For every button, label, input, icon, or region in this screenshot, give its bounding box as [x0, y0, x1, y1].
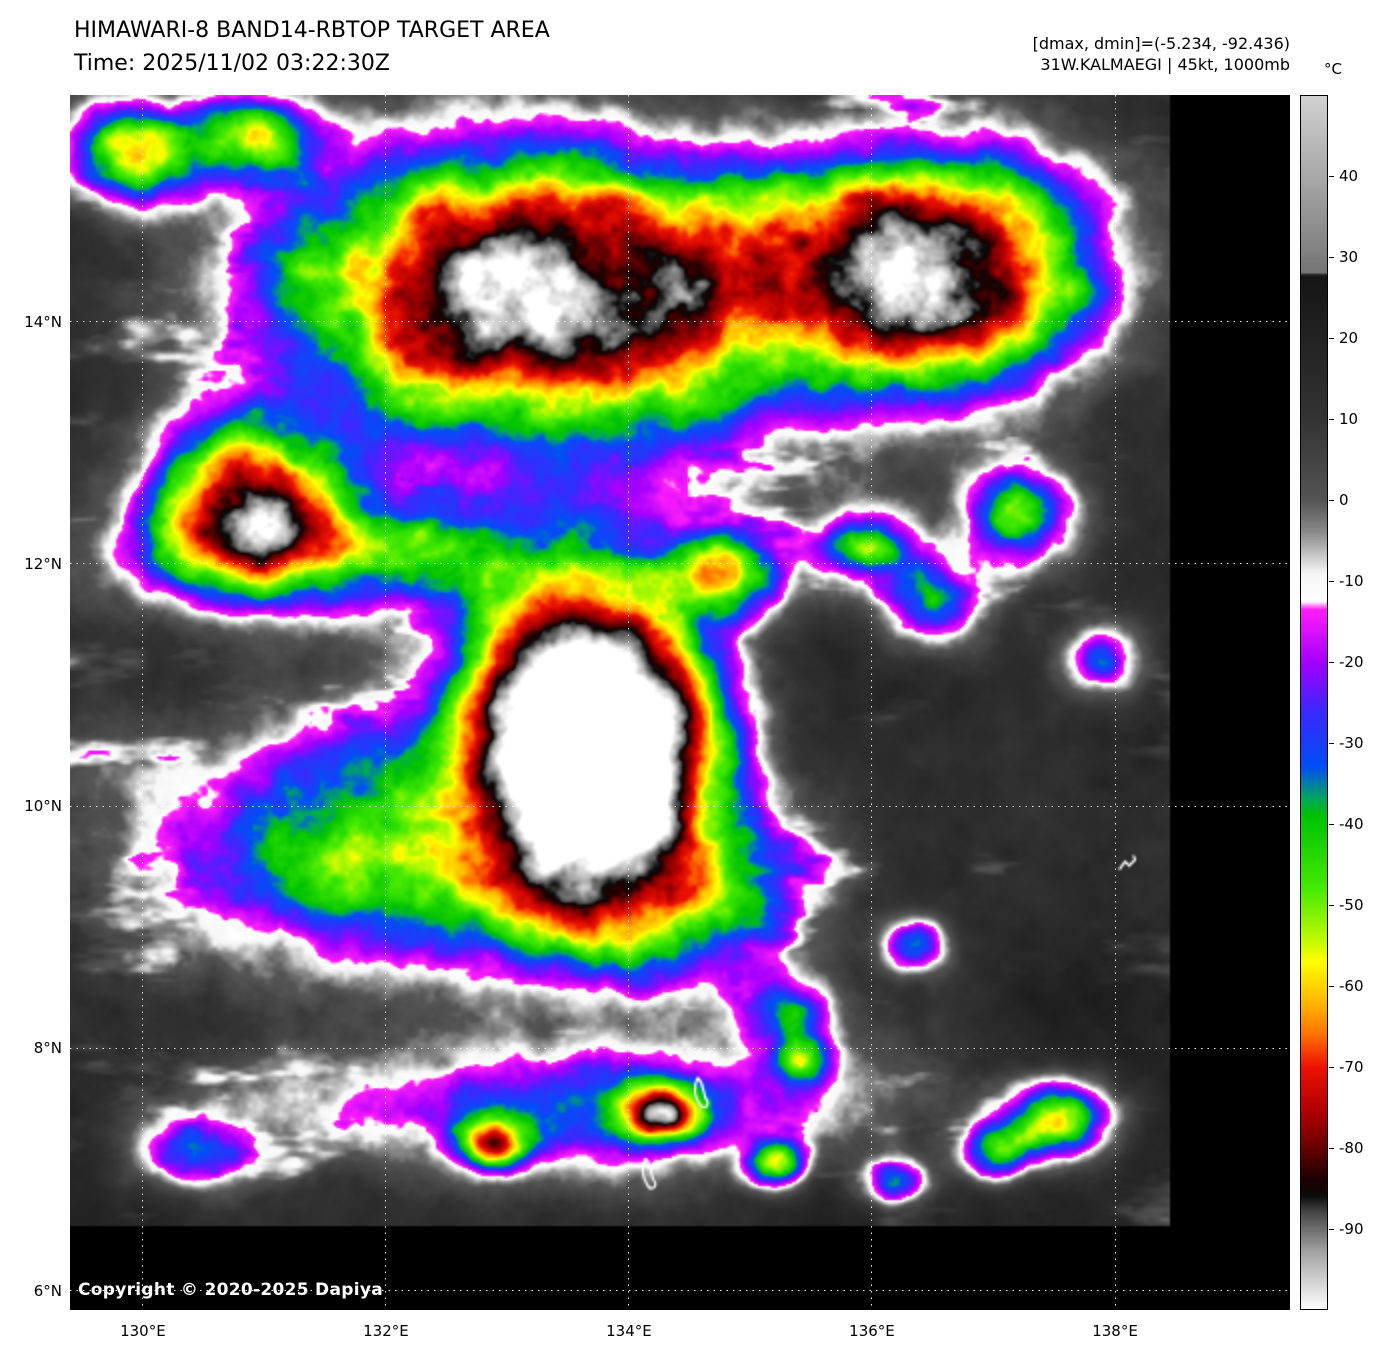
colorbar-tick-label: -20 — [1339, 653, 1364, 671]
colorbar-tick-label: -60 — [1339, 977, 1364, 995]
colorbar-tick — [1329, 256, 1334, 258]
colorbar-tick — [1329, 904, 1334, 906]
colorbar-tick-label: 10 — [1339, 410, 1359, 428]
colorbar-tick-label: 30 — [1339, 248, 1359, 266]
info-block: [dmax, dmin]=(-5.234, -92.436) 31W.KALMA… — [1033, 33, 1290, 75]
timestamp: Time: 2025/11/02 03:22:30Z — [74, 51, 390, 76]
lon-tick-label: 130°E — [120, 1322, 166, 1340]
lat-tick-label: 6°N — [33, 1281, 62, 1300]
colorbar-tick — [1329, 418, 1334, 420]
lat-tick-label: 8°N — [33, 1039, 62, 1058]
colorbar-tick — [1329, 985, 1334, 987]
satellite-image-canvas — [70, 95, 1290, 1310]
colorbar-tick-label: -70 — [1339, 1058, 1364, 1076]
product-title: HIMAWARI-8 BAND14-RBTOP TARGET AREA — [74, 18, 550, 43]
gridline-vertical — [871, 95, 873, 1310]
colorbar-tick — [1329, 580, 1334, 582]
colorbar-tick — [1329, 1147, 1334, 1149]
gridline-horizontal — [70, 805, 1290, 807]
colorbar-tick — [1329, 499, 1334, 501]
title-block: HIMAWARI-8 BAND14-RBTOP TARGET AREA Time… — [74, 14, 550, 80]
colorbar-tick-label: -40 — [1339, 815, 1364, 833]
colorbar-tick-label: 20 — [1339, 329, 1359, 347]
copyright-label: Copyright © 2020-2025 Dapiya — [78, 1280, 383, 1300]
colorbar-tick-label: 40 — [1339, 167, 1359, 185]
colorbar-gradient-canvas — [1301, 96, 1327, 1309]
colorbar-tick-label: -90 — [1339, 1220, 1364, 1238]
gridline-vertical — [1114, 95, 1116, 1310]
colorbar-tick — [1329, 661, 1334, 663]
colorbar-tick-label: 0 — [1339, 491, 1349, 509]
colorbar-tick — [1329, 175, 1334, 177]
colorbar-tick — [1329, 1228, 1334, 1230]
colorbar — [1300, 95, 1328, 1310]
colorbar-tick — [1329, 337, 1334, 339]
gridline-vertical — [385, 95, 387, 1310]
stats-readout: [dmax, dmin]=(-5.234, -92.436) — [1032, 34, 1290, 53]
lon-tick-label: 132°E — [363, 1322, 409, 1340]
colorbar-unit: °C — [1324, 60, 1342, 78]
lon-tick-label: 134°E — [606, 1322, 652, 1340]
colorbar-tick — [1329, 1066, 1334, 1068]
gridline-vertical — [142, 95, 144, 1310]
colorbar-tick — [1329, 742, 1334, 744]
colorbar-tick-label: -80 — [1339, 1139, 1364, 1157]
satellite-map: Copyright © 2020-2025 Dapiya — [70, 95, 1290, 1310]
colorbar-tick-label: -30 — [1339, 734, 1364, 752]
lon-tick-label: 138°E — [1092, 1322, 1138, 1340]
colorbar-tick-label: -10 — [1339, 572, 1364, 590]
colorbar-tick-label: -50 — [1339, 896, 1364, 914]
lat-tick-label: 10°N — [24, 797, 62, 816]
lon-tick-label: 136°E — [849, 1322, 895, 1340]
lat-tick-label: 12°N — [24, 554, 62, 573]
gridline-horizontal — [70, 321, 1290, 323]
storm-info: 31W.KALMAEGI | 45kt, 1000mb — [1040, 55, 1290, 74]
gridline-horizontal — [70, 1290, 1290, 1292]
gridline-vertical — [628, 95, 630, 1310]
lat-tick-label: 14°N — [24, 312, 62, 331]
gridline-horizontal — [70, 563, 1290, 565]
gridline-horizontal — [70, 1047, 1290, 1049]
colorbar-tick — [1329, 823, 1334, 825]
